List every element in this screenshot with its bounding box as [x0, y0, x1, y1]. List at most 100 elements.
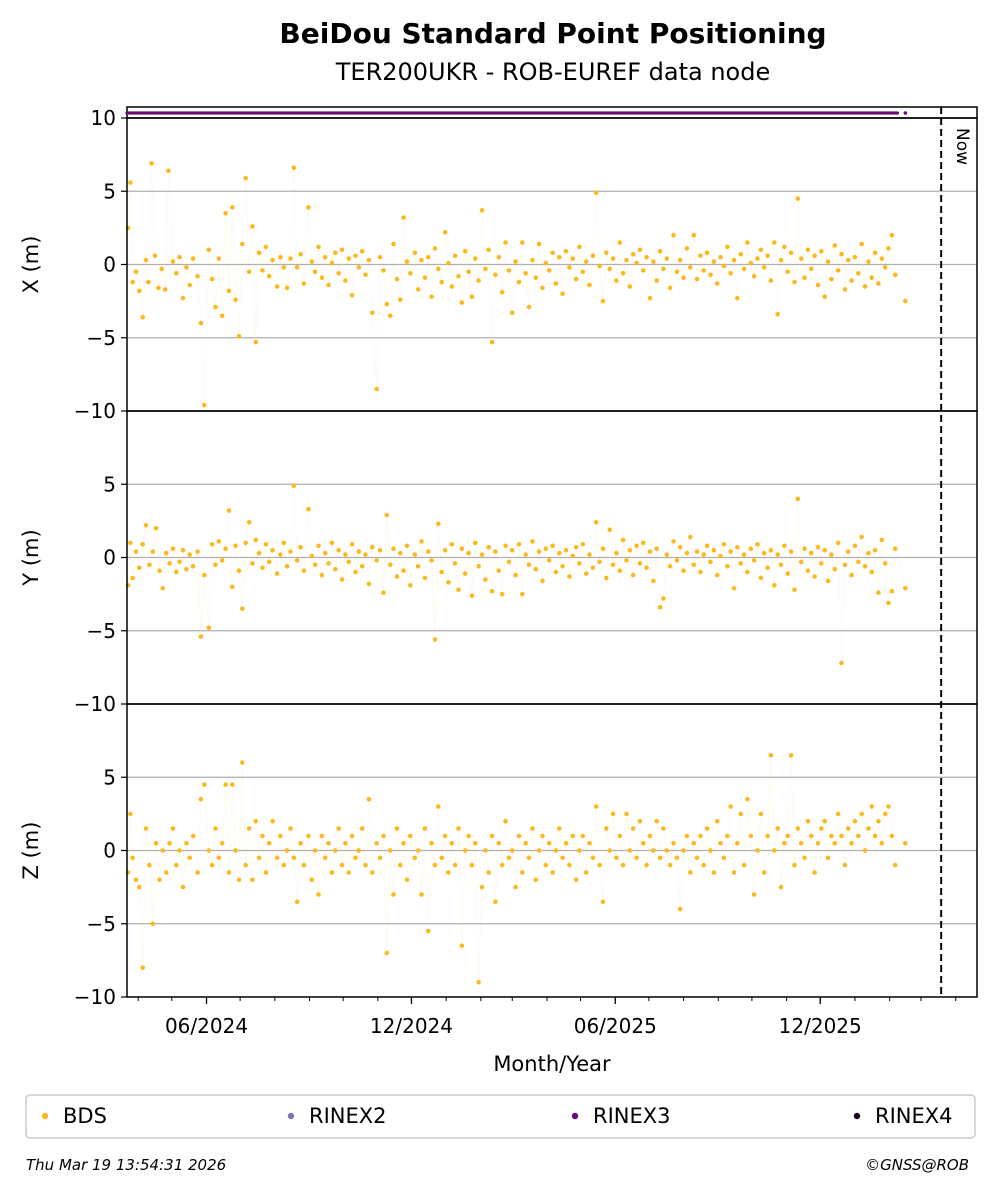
data-point	[772, 240, 777, 245]
data-point	[859, 241, 864, 247]
data-point	[761, 870, 767, 875]
data-point	[163, 870, 169, 875]
data-point	[439, 855, 445, 861]
data-point	[301, 568, 307, 573]
data-point	[782, 543, 787, 549]
data-point	[614, 278, 619, 283]
data-point	[243, 175, 248, 181]
data-point	[422, 826, 428, 831]
data-point	[745, 796, 750, 802]
data-point	[246, 826, 252, 831]
data-point	[681, 848, 686, 853]
data-point	[198, 320, 204, 326]
data-point	[343, 552, 348, 557]
data-point	[336, 547, 342, 553]
data-point	[691, 840, 696, 846]
data-point	[263, 244, 269, 250]
data-point	[661, 266, 666, 272]
data-point	[216, 539, 222, 544]
data-point	[503, 818, 508, 824]
data-point	[788, 250, 794, 256]
x-tick-label: 06/2024	[165, 1014, 248, 1038]
data-point	[667, 564, 673, 569]
data-point	[587, 282, 592, 288]
data-point	[291, 165, 297, 171]
data-point	[456, 273, 461, 279]
data-point	[614, 855, 619, 861]
data-point	[802, 855, 807, 861]
data-point	[788, 549, 794, 554]
data-point	[278, 552, 283, 557]
data-point	[852, 254, 858, 260]
data-point	[180, 884, 186, 890]
data-point	[835, 811, 841, 817]
data-point	[530, 539, 535, 544]
y-tick-label: 10	[91, 106, 116, 130]
data-point	[429, 558, 434, 563]
data-point	[270, 547, 275, 553]
data-point	[620, 862, 626, 868]
data-point	[674, 269, 680, 275]
legend-label: RINEX4	[875, 1104, 953, 1128]
data-point	[845, 257, 851, 263]
data-point	[748, 833, 754, 839]
data-point	[486, 247, 492, 253]
data-point	[523, 552, 528, 557]
data-point	[772, 848, 777, 853]
data-point	[553, 848, 559, 853]
data-point	[691, 232, 696, 238]
footer-timestamp: Thu Mar 19 13:54:31 2026	[26, 1156, 226, 1174]
data-point	[778, 884, 784, 890]
data-point	[758, 811, 764, 817]
data-point	[309, 877, 315, 883]
data-point	[394, 574, 400, 579]
data-point	[701, 862, 706, 868]
data-point	[496, 840, 502, 846]
data-point	[526, 562, 532, 568]
data-point	[822, 818, 827, 824]
data-point	[886, 804, 891, 809]
data-point	[738, 561, 743, 566]
legend-marker	[287, 1112, 295, 1120]
data-point	[456, 826, 461, 831]
data-point	[387, 562, 393, 568]
data-point	[583, 259, 589, 264]
data-point	[291, 483, 297, 489]
data-point	[627, 547, 633, 553]
data-point	[426, 254, 431, 260]
data-point	[671, 232, 676, 238]
data-point	[647, 549, 653, 554]
data-point	[567, 574, 572, 579]
data-point	[436, 266, 441, 272]
data-point	[647, 295, 653, 301]
data-point	[412, 250, 418, 256]
data-point	[140, 965, 145, 970]
data-point	[832, 243, 838, 248]
data-point	[394, 826, 400, 831]
data-point	[233, 543, 238, 549]
data-point	[731, 257, 737, 263]
data-point	[306, 506, 311, 512]
data-point	[805, 247, 811, 253]
data-point	[253, 339, 259, 345]
data-point	[563, 249, 569, 254]
data-point	[250, 224, 255, 229]
data-point	[577, 561, 582, 566]
data-point	[319, 275, 325, 281]
data-point	[202, 572, 207, 578]
data-point	[798, 559, 804, 565]
data-point	[422, 275, 428, 281]
data-point	[856, 833, 861, 839]
data-point	[137, 565, 142, 571]
data-point	[560, 564, 565, 569]
y-axis-label-y: Y (m)	[19, 529, 43, 586]
data-point	[226, 508, 232, 513]
data-point	[708, 848, 713, 853]
data-point	[872, 547, 878, 553]
data-point	[160, 586, 166, 591]
data-point	[263, 870, 269, 875]
data-point	[903, 586, 908, 591]
data-point	[187, 855, 192, 861]
data-point	[872, 250, 878, 256]
